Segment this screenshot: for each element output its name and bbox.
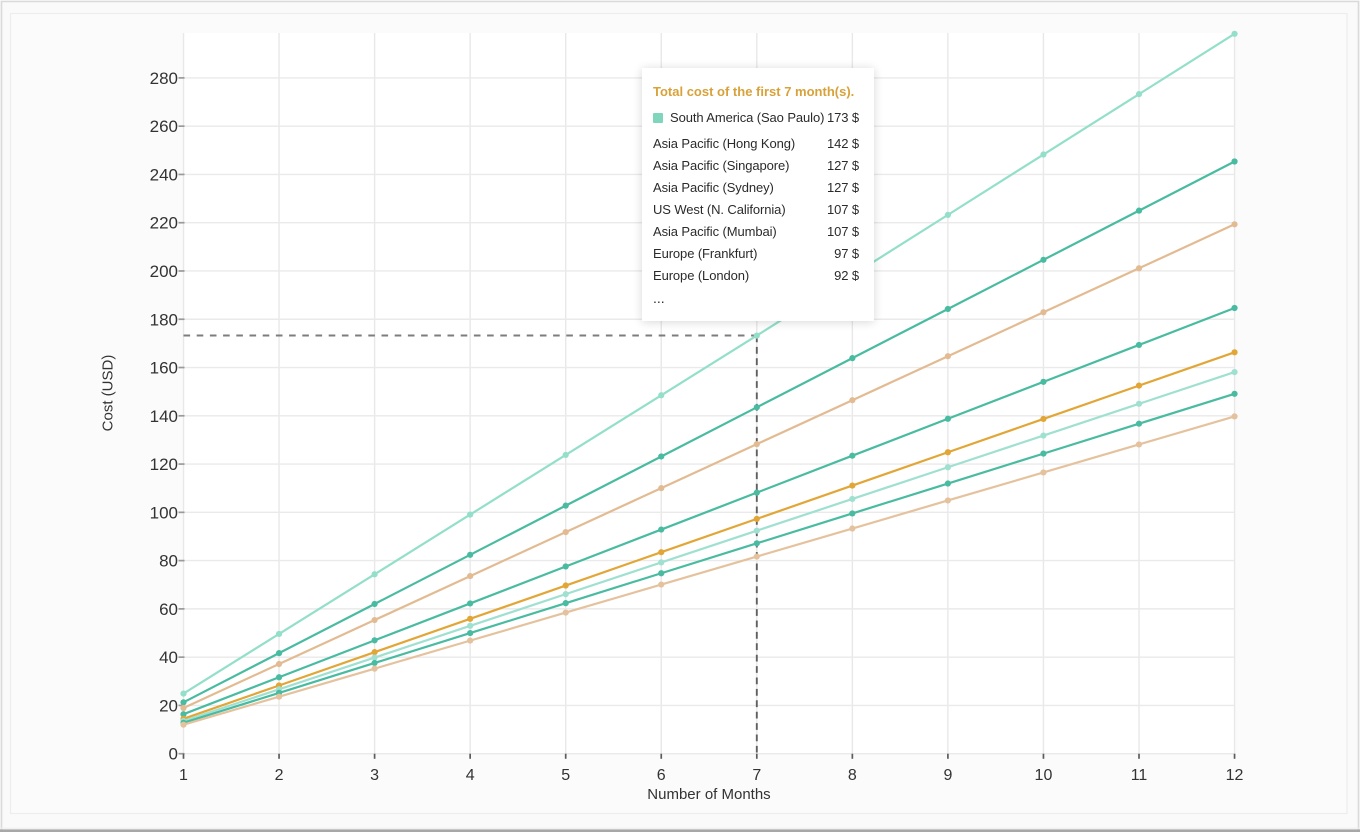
svg-text:260: 260 xyxy=(150,117,178,136)
svg-text:200: 200 xyxy=(150,262,178,281)
svg-text:8: 8 xyxy=(848,767,857,784)
svg-text:4: 4 xyxy=(466,767,475,784)
svg-text:220: 220 xyxy=(150,214,178,233)
svg-text:60: 60 xyxy=(159,600,178,619)
svg-text:6: 6 xyxy=(657,767,666,784)
svg-text:180: 180 xyxy=(150,310,178,329)
svg-text:80: 80 xyxy=(159,552,178,571)
svg-text:0: 0 xyxy=(169,745,178,764)
svg-text:20: 20 xyxy=(159,696,178,715)
svg-text:3: 3 xyxy=(370,767,379,784)
svg-text:100: 100 xyxy=(150,503,178,522)
svg-text:280: 280 xyxy=(150,69,178,88)
svg-text:240: 240 xyxy=(150,165,178,184)
svg-text:2: 2 xyxy=(275,767,284,784)
svg-text:160: 160 xyxy=(150,359,178,378)
svg-text:140: 140 xyxy=(150,407,178,426)
svg-text:5: 5 xyxy=(561,767,570,784)
svg-text:10: 10 xyxy=(1035,767,1053,784)
svg-text:11: 11 xyxy=(1131,767,1148,784)
svg-text:40: 40 xyxy=(159,648,178,667)
svg-text:7: 7 xyxy=(752,767,761,784)
svg-text:12: 12 xyxy=(1226,767,1244,784)
svg-text:Cost (USD): Cost (USD) xyxy=(100,355,117,432)
svg-text:1: 1 xyxy=(179,767,188,784)
svg-text:Number of Months: Number of Months xyxy=(647,786,770,803)
svg-text:9: 9 xyxy=(943,767,952,784)
svg-text:120: 120 xyxy=(150,455,178,474)
